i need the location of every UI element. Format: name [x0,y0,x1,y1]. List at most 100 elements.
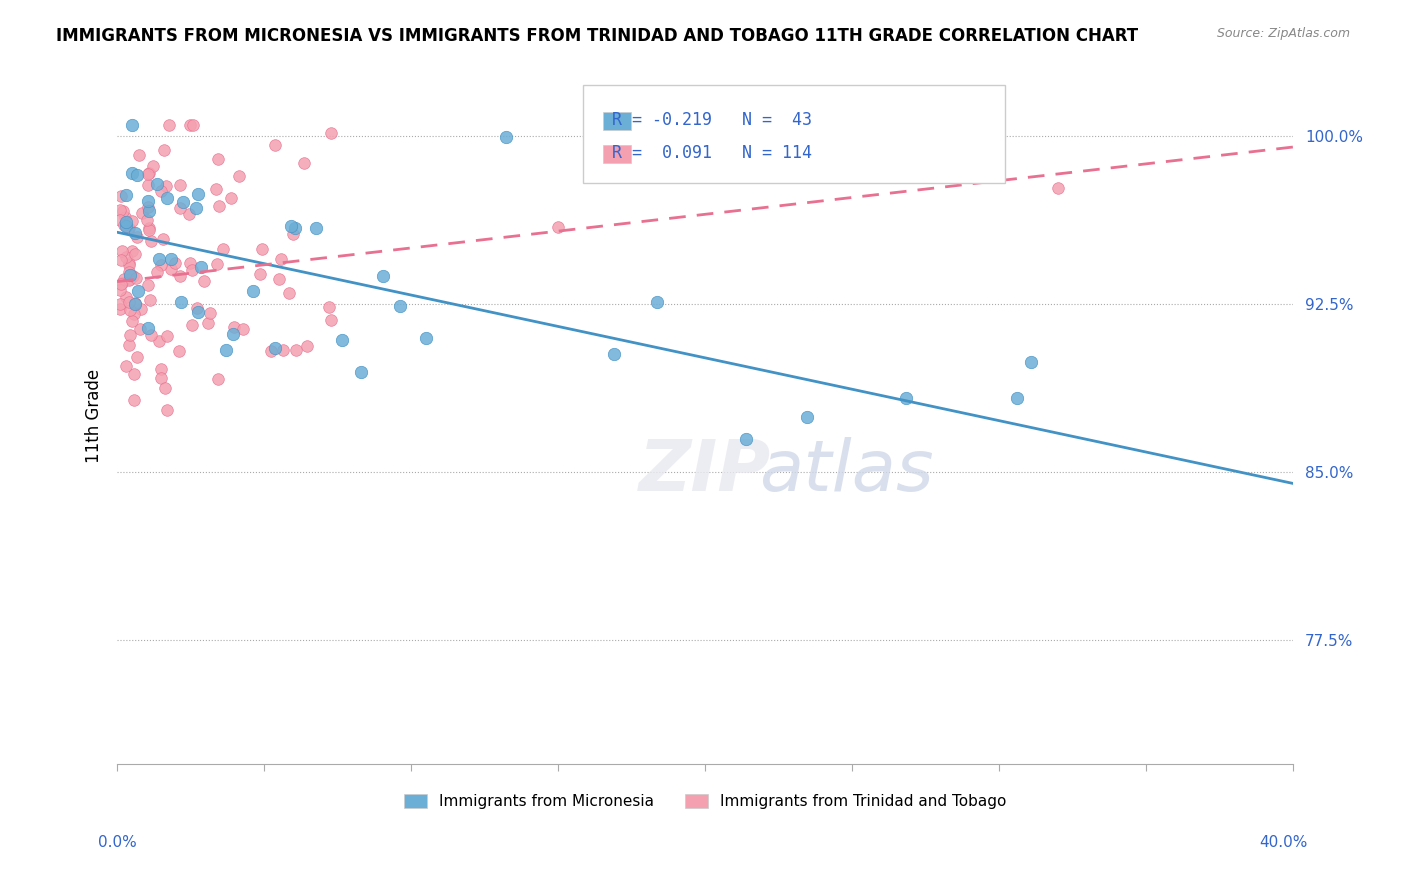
Point [110,277,132,291]
Point [124,227,146,241]
Point [232,322,254,336]
Point [155,179,177,194]
Point [179,256,201,270]
Point [120,268,142,282]
Point [125,168,148,182]
Point [321,126,343,140]
Y-axis label: 11th Grade: 11th Grade [86,369,103,463]
Point [121,244,143,259]
Point [150,184,173,198]
Point [139,328,162,343]
Point [118,256,141,270]
Point [1019,355,1042,369]
Point [148,252,170,266]
Point [136,178,159,192]
Point [138,278,160,293]
Point [172,194,194,209]
Point [118,272,141,286]
Point [602,347,624,361]
Point [163,256,186,270]
Point [321,313,343,327]
Point [122,368,145,382]
Point [128,148,150,162]
Point [371,268,394,283]
Point [305,220,328,235]
Point [108,297,131,311]
Point [211,242,233,256]
Point [112,218,135,232]
Point [284,220,307,235]
Point [124,295,146,310]
Point [295,339,318,353]
Point [170,294,193,309]
Point [190,260,212,275]
Point [281,227,304,242]
Point [735,432,758,446]
Legend: Immigrants from Micronesia, Immigrants from Trinidad and Tobago: Immigrants from Micronesia, Immigrants f… [398,788,1012,815]
Point [138,221,160,235]
Point [645,294,668,309]
Point [118,273,141,287]
Point [121,214,143,228]
Point [124,297,146,311]
Point [350,365,373,379]
Point [138,166,160,180]
Point [205,257,228,271]
Point [249,267,271,281]
Point [108,202,131,217]
Point [263,138,285,153]
Text: R = -0.219   N =  43: R = -0.219 N = 43 [612,112,811,129]
Point [111,203,134,218]
Point [150,361,173,376]
Point [112,272,135,286]
Point [136,321,159,335]
Point [138,204,160,219]
Point [186,201,208,215]
Point [179,118,201,132]
Point [186,301,208,316]
Point [193,274,215,288]
Point [219,191,242,205]
Point [150,370,173,384]
Point [271,343,294,357]
Point [110,252,132,267]
Point [177,207,200,221]
Point [124,307,146,321]
Point [197,316,219,330]
Point [169,343,191,358]
Point [278,286,301,301]
Point [124,247,146,261]
Point [181,318,204,332]
Point [118,327,141,342]
Point [267,272,290,286]
Point [894,392,917,406]
Point [222,327,245,342]
Point [187,186,209,201]
Point [136,167,159,181]
Text: atlas: atlas [759,437,934,507]
Point [169,268,191,283]
Point [129,302,152,317]
Point [124,271,146,285]
Point [138,223,160,237]
Point [260,344,283,359]
Point [148,334,170,349]
Text: 0.0%: 0.0% [98,836,138,850]
Point [115,219,138,234]
Point [114,359,136,373]
Point [207,371,229,385]
Point [117,338,139,352]
Point [118,294,141,309]
Text: IMMIGRANTS FROM MICRONESIA VS IMMIGRANTS FROM TRINIDAD AND TOBAGO 11TH GRADE COR: IMMIGRANTS FROM MICRONESIA VS IMMIGRANTS… [56,27,1139,45]
Point [330,333,353,347]
Point [796,410,818,425]
Point [181,118,204,132]
Point [142,159,165,173]
Point [547,220,569,235]
Point [318,300,340,314]
Point [187,305,209,319]
Point [136,194,159,209]
Point [208,199,231,213]
Text: R =  0.091   N = 114: R = 0.091 N = 114 [612,145,811,162]
Point [141,235,163,249]
